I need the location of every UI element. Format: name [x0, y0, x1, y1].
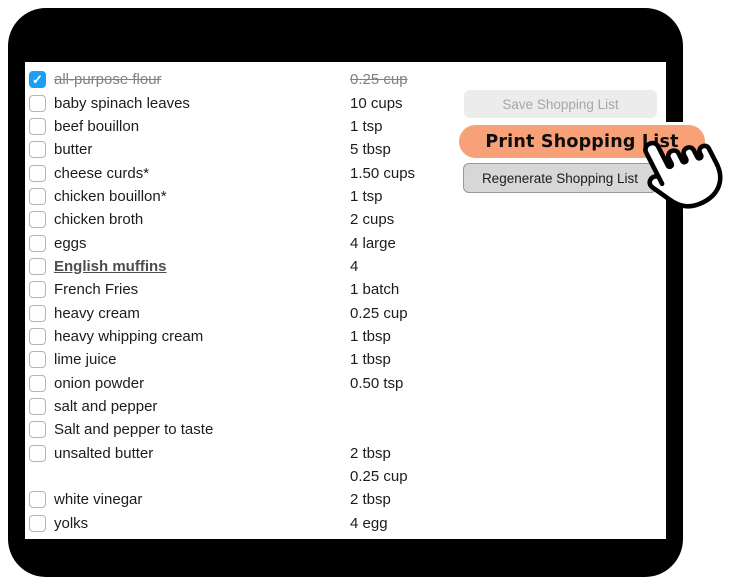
list-item: white vinegar 2 tbsp [29, 488, 666, 511]
list-item: yolks 4 egg [29, 512, 666, 535]
item-quantity: 1 tsp [350, 187, 383, 205]
save-shopping-list-button[interactable]: Save Shopping List [464, 90, 657, 118]
item-name: heavy cream [54, 304, 140, 322]
list-item: 0.25 cup [29, 465, 666, 488]
item-quantity: 2 tbsp [350, 444, 391, 462]
item-name: white vinegar [54, 491, 143, 509]
item-checkbox[interactable] [29, 351, 46, 369]
list-item: lime juice 1 tbsp [29, 348, 666, 371]
item-name: yolks [54, 514, 89, 532]
list-item: eggs 4 large [29, 231, 666, 254]
list-item: onion powder 0.50 tsp [29, 371, 666, 394]
item-quantity: 1 tbsp [350, 327, 391, 345]
item-checkbox[interactable] [29, 211, 46, 229]
item-checkbox[interactable] [29, 257, 46, 275]
item-quantity: 4 [350, 257, 359, 275]
item-name: butter [54, 141, 93, 159]
item-name: all-purpose flour [54, 71, 162, 89]
item-checkbox[interactable] [29, 421, 46, 439]
item-name: cheese curds* [54, 164, 150, 182]
item-name: eggs [54, 234, 87, 252]
item-quantity: 1 batch [350, 281, 400, 299]
list-item: butter 5 tbsp [29, 138, 666, 161]
item-checkbox[interactable] [29, 281, 46, 299]
ingredient-list: ✓ all-purpose flour 0.25 cup baby spinac… [29, 68, 666, 535]
item-checkbox[interactable] [29, 141, 46, 159]
item-quantity: 1 tbsp [350, 351, 391, 369]
item-name: salt and pepper [54, 397, 158, 415]
item-quantity: 0.25 cup [350, 304, 408, 322]
list-item: chicken bouillon* 1 tsp [29, 185, 666, 208]
list-item: beef bouillon 1 tsp [29, 115, 666, 138]
list-item: salt and pepper [29, 395, 666, 418]
item-checkbox[interactable] [29, 327, 46, 345]
list-item: cheese curds* 1.50 cups [29, 161, 666, 184]
item-checkbox[interactable] [29, 444, 46, 462]
item-name: beef bouillon [54, 117, 140, 135]
item-checkbox[interactable] [29, 187, 46, 205]
item-checkbox[interactable] [29, 491, 46, 509]
item-quantity: 4 egg [350, 514, 388, 532]
list-item: English muffins 4 [29, 255, 666, 278]
item-name: onion powder [54, 374, 145, 392]
item-name: French Fries [54, 281, 139, 299]
item-checkbox[interactable]: ✓ [29, 71, 46, 89]
regenerate-shopping-list-button[interactable]: Regenerate Shopping List [463, 163, 657, 193]
item-name: lime juice [54, 351, 117, 369]
item-checkbox[interactable] [29, 514, 46, 532]
list-item: chicken broth 2 cups [29, 208, 666, 231]
item-name: heavy whipping cream [54, 327, 204, 345]
list-item: ✓ all-purpose flour 0.25 cup [29, 68, 666, 91]
item-quantity: 4 large [350, 234, 396, 252]
item-name: unsalted butter [54, 444, 154, 462]
item-quantity: 5 tbsp [350, 141, 391, 159]
item-checkbox[interactable] [29, 234, 46, 252]
item-checkbox[interactable] [29, 397, 46, 415]
list-item: French Fries 1 batch [29, 278, 666, 301]
item-checkbox[interactable] [29, 164, 46, 182]
item-quantity: 0.25 cup [350, 71, 408, 89]
list-item: heavy whipping cream 1 tbsp [29, 325, 666, 348]
item-quantity: 1.50 cups [350, 164, 416, 182]
item-checkbox[interactable] [29, 117, 46, 135]
item-checkbox[interactable] [29, 94, 46, 112]
print-shopping-list-button[interactable]: Print Shopping List [456, 122, 708, 161]
item-quantity: 1 tsp [350, 117, 383, 135]
list-item: unsalted butter 2 tbsp [29, 442, 666, 465]
item-name: Salt and pepper to taste [54, 421, 214, 439]
item-quantity: 2 cups [350, 211, 395, 229]
item-name: baby spinach leaves [54, 94, 190, 112]
item-name: chicken bouillon* [54, 187, 167, 205]
item-checkbox[interactable] [29, 304, 46, 322]
item-quantity: 10 cups [350, 94, 403, 112]
item-name: chicken broth [54, 211, 144, 229]
list-item: baby spinach leaves 10 cups [29, 91, 666, 114]
item-quantity: 0.50 tsp [350, 374, 404, 392]
list-item: Salt and pepper to taste [29, 418, 666, 441]
list-item: heavy cream 0.25 cup [29, 301, 666, 324]
item-quantity: 2 tbsp [350, 491, 391, 509]
item-quantity: 0.25 cup [350, 468, 408, 486]
item-name-link[interactable]: English muffins [54, 257, 167, 275]
item-checkbox[interactable] [29, 374, 46, 392]
